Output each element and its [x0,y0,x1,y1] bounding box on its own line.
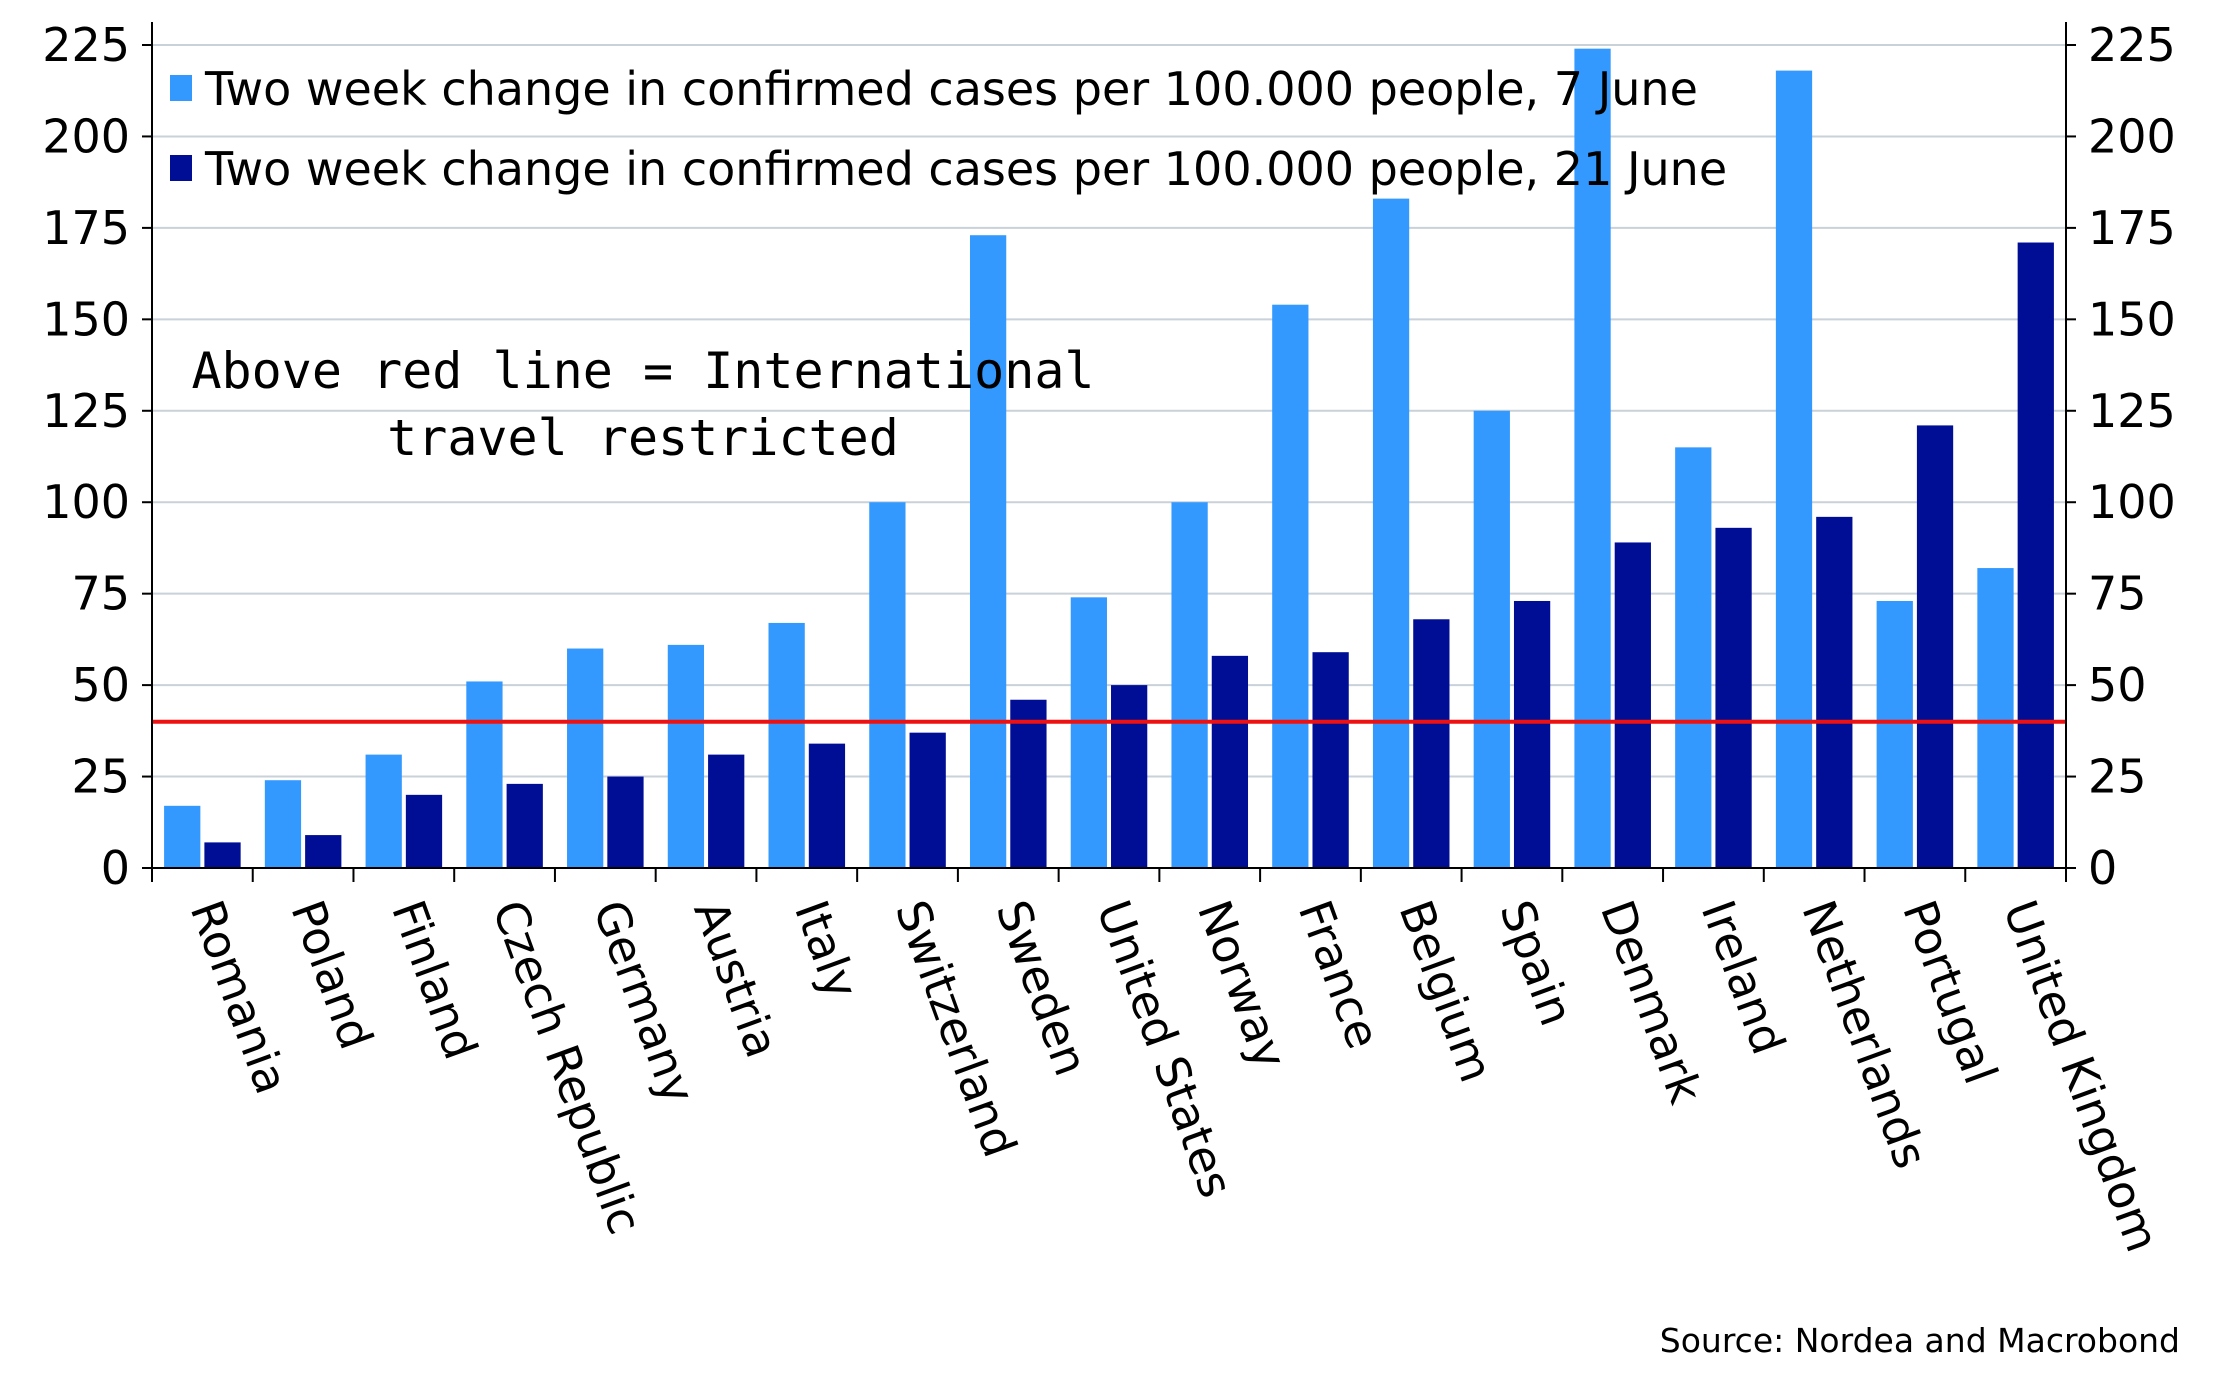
bar-france-series-1 [1272,305,1308,868]
x-label-romania: Romania [180,893,300,1101]
legend: Two week change in confirmed cases per 1… [170,62,1727,196]
bar-united-kingdom-series-1 [1977,568,2013,868]
y-tick-right-200: 200 [2088,109,2176,163]
y-tick-right-175: 175 [2088,201,2176,255]
y-tick-right-125: 125 [2088,384,2176,438]
bar-czech-republic-series-1 [466,681,502,868]
bar-italy-series-1 [769,623,805,868]
y-tick-left-125: 125 [42,384,130,438]
bar-france-series-2 [1312,652,1348,868]
bar-norway-series-1 [1171,502,1207,868]
annotation-line-1: Above red line = International [191,342,1094,400]
bar-netherlands-series-2 [1816,517,1852,868]
bar-finland-series-1 [366,755,402,868]
x-label-spain: Spain [1489,893,1584,1032]
bar-united-states-series-2 [1111,685,1147,868]
y-tick-left-50: 50 [71,658,130,712]
bar-ireland-series-2 [1715,528,1751,868]
y-tick-right-25: 25 [2088,750,2147,804]
bar-belgium-series-2 [1413,619,1449,868]
bar-united-kingdom-series-2 [2018,243,2054,868]
legend-label-7-june: Two week change in confirmed cases per 1… [204,62,1698,116]
bar-spain-series-1 [1474,411,1510,868]
bar-spain-series-2 [1514,601,1550,868]
bar-austria-series-2 [708,755,744,868]
x-label-belgium: Belgium [1389,893,1504,1089]
bar-netherlands-series-1 [1776,71,1812,868]
x-label-austria: Austria [683,893,789,1064]
y-tick-left-200: 200 [42,109,130,163]
bar-germany-series-2 [607,777,643,868]
bar-denmark-series-2 [1615,542,1651,868]
x-label-ireland: Ireland [1691,893,1796,1061]
y-tick-right-100: 100 [2088,475,2176,529]
legend-label-21-june: Two week change in confirmed cases per 1… [204,142,1727,196]
bar-switzerland-series-1 [869,502,905,868]
x-label-norway: Norway [1187,893,1297,1075]
y-tick-right-0: 0 [2088,841,2117,895]
y-tick-right-75: 75 [2088,567,2147,621]
bar-czech-republic-series-2 [507,784,543,868]
y-tick-right-50: 50 [2088,658,2147,712]
bar-switzerland-series-2 [910,733,946,868]
bar-belgium-series-1 [1373,199,1409,868]
y-tick-right-150: 150 [2088,292,2176,346]
bar-austria-series-1 [668,645,704,868]
x-label-italy: Italy [784,893,869,1005]
source-note: Source: Nordea and Macrobond [1660,1321,2180,1360]
bar-portugal-series-1 [1877,601,1913,868]
y-tick-left-75: 75 [71,567,130,621]
bar-italy-series-2 [809,744,845,868]
bar-poland-series-2 [305,835,341,868]
bar-ireland-series-1 [1675,447,1711,868]
legend-swatch-21-june [170,155,192,181]
x-label-france: France [1288,893,1391,1055]
y-tick-left-0: 0 [101,841,130,895]
legend-swatch-7-june [170,75,192,101]
annotation-line-2: travel restricted [387,409,899,467]
x-label-denmark: Denmark [1590,893,1713,1110]
bar-sweden-series-2 [1010,700,1046,868]
x-label-finland: Finland [381,893,488,1066]
bar-romania-series-2 [204,842,240,868]
bar-norway-series-2 [1212,656,1248,868]
y-tick-left-25: 25 [71,750,130,804]
bar-romania-series-1 [164,806,200,868]
bar-poland-series-1 [265,780,301,868]
x-label-germany: Germany [583,893,706,1110]
x-label-poland: Poland [280,893,383,1056]
y-tick-left-150: 150 [42,292,130,346]
y-tick-left-225: 225 [42,18,130,72]
bar-united-states-series-1 [1071,597,1107,868]
bar-sweden-series-1 [970,235,1006,868]
x-label-sweden: Sweden [986,893,1099,1082]
y-tick-right-225: 225 [2088,18,2176,72]
bar-portugal-series-2 [1917,425,1953,868]
bar-finland-series-2 [406,795,442,868]
x-label-united-kingdom: United Kingdom [1993,893,2170,1258]
y-tick-left-100: 100 [42,475,130,529]
y-tick-left-175: 175 [42,201,130,255]
annotation: Above red line = International travel re… [191,342,1094,467]
x-label-portugal: Portugal [1892,893,2008,1090]
bar-germany-series-1 [567,649,603,868]
